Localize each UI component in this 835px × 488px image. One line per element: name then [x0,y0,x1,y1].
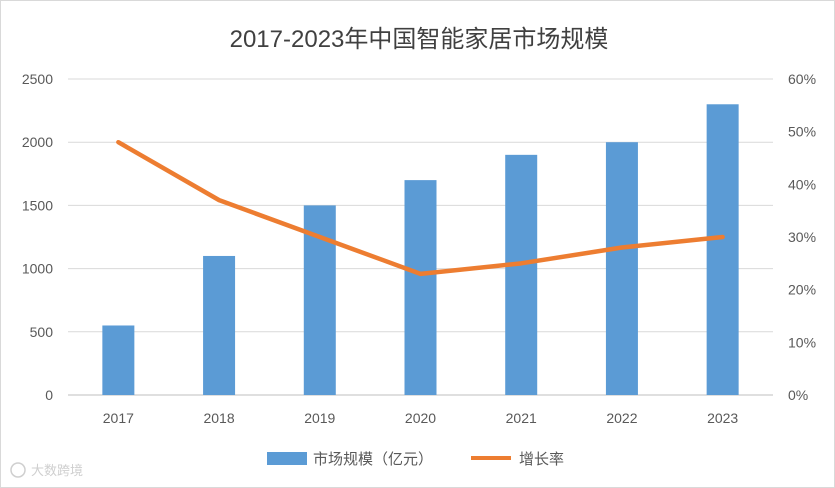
x-tick-label: 2019 [304,410,335,426]
x-tick-label: 2023 [707,410,738,426]
left-tick-label: 0 [45,387,53,403]
right-tick-label: 30% [788,229,816,245]
bar [505,154,538,395]
x-tick-label: 2020 [405,410,436,426]
watermark: 大数跨境 [10,462,83,478]
right-tick-label: 10% [788,334,816,350]
left-tick-label: 1500 [22,197,53,213]
line-series [116,139,725,277]
bar [706,104,739,395]
legend: 市场规模（亿元） 增长率 [267,451,564,468]
chart-title: 2017-2023年中国智能家居市场规模 [230,26,609,53]
right-axis-ticks: 0% 10% 20% 30% 40% 50% 60% [788,71,816,403]
x-tick-label: 2017 [103,410,134,426]
bar-series [102,104,739,395]
left-tick-label: 2000 [22,134,53,150]
left-axis-ticks: 0 500 1000 1500 2000 2500 [22,71,53,403]
right-tick-label: 40% [788,176,816,192]
growth-rate-line [116,139,725,277]
x-tick-label: 2022 [606,410,637,426]
right-tick-label: 0% [788,387,808,403]
x-axis-ticks: 2017 2018 2019 2020 2021 2022 2023 [103,410,739,426]
legend-bar-swatch [267,452,307,465]
x-tick-label: 2018 [203,410,234,426]
left-tick-label: 2500 [22,71,53,87]
bar [605,142,638,395]
bar [404,180,437,395]
right-tick-label: 20% [788,282,816,298]
watermark-text: 大数跨境 [31,463,83,478]
left-tick-label: 500 [30,324,54,340]
legend-line-label: 增长率 [519,451,564,468]
right-tick-label: 50% [788,124,816,140]
watermark-logo-icon [10,462,26,478]
x-tick-label: 2021 [506,410,537,426]
bar [203,255,236,395]
legend-bar-label: 市场规模（亿元） [313,451,433,468]
right-tick-label: 60% [788,71,816,87]
left-tick-label: 1000 [22,261,53,277]
bar [102,325,135,395]
